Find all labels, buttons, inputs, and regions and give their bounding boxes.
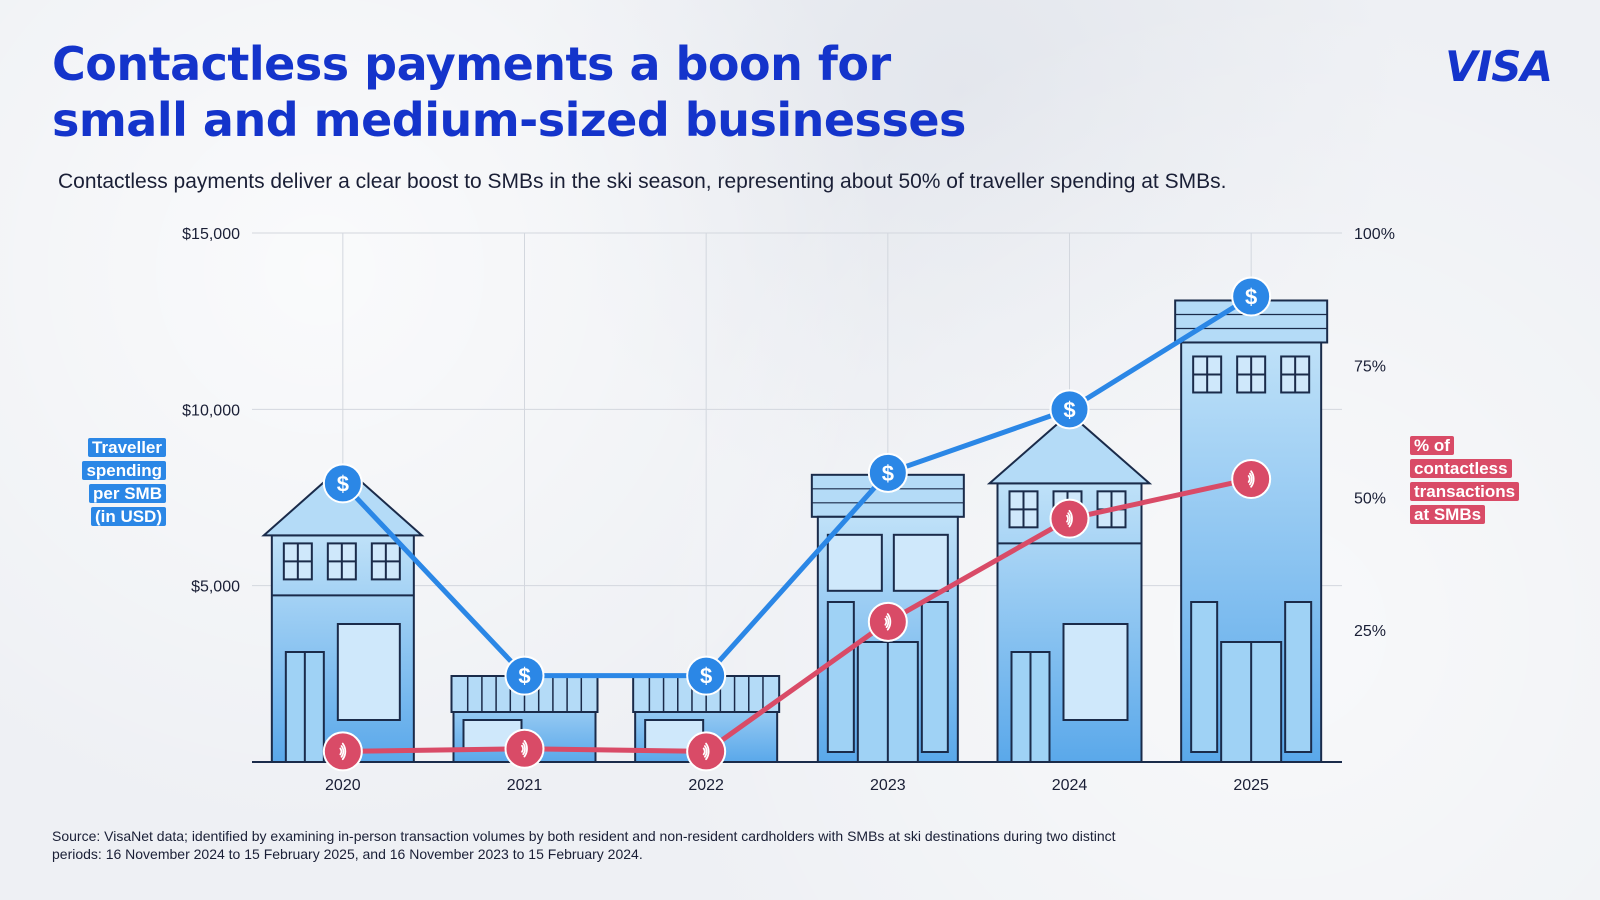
building [986,412,1153,763]
y-axis-left-label: Traveller spending per SMB (in USD) [60,436,166,528]
source-line: Source: VisaNet data; identified by exam… [52,828,1116,844]
title-line-2: small and medium-sized businesses [52,93,966,147]
y-right-label-line: at SMBs [1410,505,1486,524]
contactless-wave [886,613,892,631]
source-line: periods: 16 November 2024 to 15 February… [52,846,643,862]
y-right-tick-label: 75% [1354,358,1386,375]
y-left-label-line: Traveller [88,438,166,457]
spending-point: $ [322,463,363,504]
contactless-point [322,731,363,772]
spending-line [341,294,1253,679]
y-right-tick-label: 100% [1354,226,1395,243]
y-left-tick-label: $15,000 [182,226,240,243]
y-left-label-line: (in USD) [90,507,166,526]
contactless-wave [702,747,706,756]
dollar-icon [504,655,545,696]
y-axis-right-label: % of contactless transactions at SMBs [1410,434,1560,526]
contactless-wave [1066,514,1069,523]
series: $ $ $ $ $ $ [322,276,1272,772]
visa-logo: VISA [1445,42,1553,91]
dollar-glyph: $ [518,664,530,689]
title-line-1: Contactless payments a boon for [52,37,891,91]
axes: $5,000 $10,000 $15,000 25% 50% 75% 100% 2020 202… [182,226,1395,794]
building [1174,299,1329,763]
y-left-tick-label: $10,000 [182,402,240,419]
x-tick-label: 2020 [325,777,361,794]
chart-subtitle: Contactless payments deliver a clear boo… [58,170,1227,193]
storefront-illustration [261,299,1329,764]
contactless-wave [884,617,888,626]
contactless-wave [523,740,528,758]
contactless-wave [339,747,343,756]
dollar-icon [322,463,363,504]
y-left-label-line: spending [82,461,166,480]
spending-point: $ [1231,276,1272,317]
contactless-point [1049,498,1090,539]
y-right-tick-label: 25% [1354,623,1386,640]
contactless-wave [522,742,526,756]
contactless-point [1231,458,1272,499]
dollar-glyph: $ [700,664,712,689]
chart-title: Contactless payments a boon for small an… [52,36,1052,148]
y-right-label-line: transactions [1410,482,1520,501]
side-panel [920,601,949,753]
building [261,464,425,763]
source-note: Source: VisaNet data; identified by exam… [52,827,1252,863]
side-panel [826,601,855,753]
spending-point: $ [1049,389,1090,430]
dollar-glyph: $ [882,461,894,486]
contactless-wave [340,745,345,758]
contactless-wave [703,745,708,758]
x-tick-label: 2025 [1233,777,1269,794]
contactless-wave [1067,512,1071,525]
contactless-share-line [342,476,1252,754]
contactless-point [504,728,545,769]
dollar-icon [1231,276,1272,317]
side-panel [1284,601,1313,753]
contactless-wave [1248,472,1253,486]
side-panel [1190,601,1219,753]
y-left-label-line: per SMB [89,484,166,503]
contactless-wave [521,744,524,753]
dollar-icon [686,655,727,696]
x-tick-label: 2023 [870,777,906,794]
dollar-icon [1049,389,1090,430]
x-tick-label: 2024 [1052,777,1088,794]
spending-point: $ [504,655,545,696]
contactless-wave [1247,475,1251,483]
shop-window [1062,623,1129,721]
x-tick-label: 2021 [507,777,543,794]
y-right-label-line: % of [1410,436,1454,455]
contactless-wave [705,742,710,761]
spending-point: $ [867,452,908,493]
shop-window [336,623,401,721]
window [826,533,883,592]
y-right-label-line: contactless [1410,459,1512,478]
y-right-tick-label: 50% [1354,491,1386,508]
y-left-tick-label: $5,000 [191,579,240,596]
contactless-point [686,731,727,772]
spending-point: $ [686,655,727,696]
dollar-glyph: $ [1245,284,1257,309]
contactless-wave [1250,470,1255,488]
contactless-wave [1068,509,1073,528]
roof [986,412,1153,485]
window [892,533,949,592]
contactless-wave [341,742,347,761]
contactless-point [867,601,908,642]
x-tick-label: 2022 [688,777,724,794]
dollar-glyph: $ [1063,397,1075,422]
contactless-wave [885,615,890,629]
dollar-glyph: $ [337,471,349,496]
dollar-icon [867,452,908,493]
